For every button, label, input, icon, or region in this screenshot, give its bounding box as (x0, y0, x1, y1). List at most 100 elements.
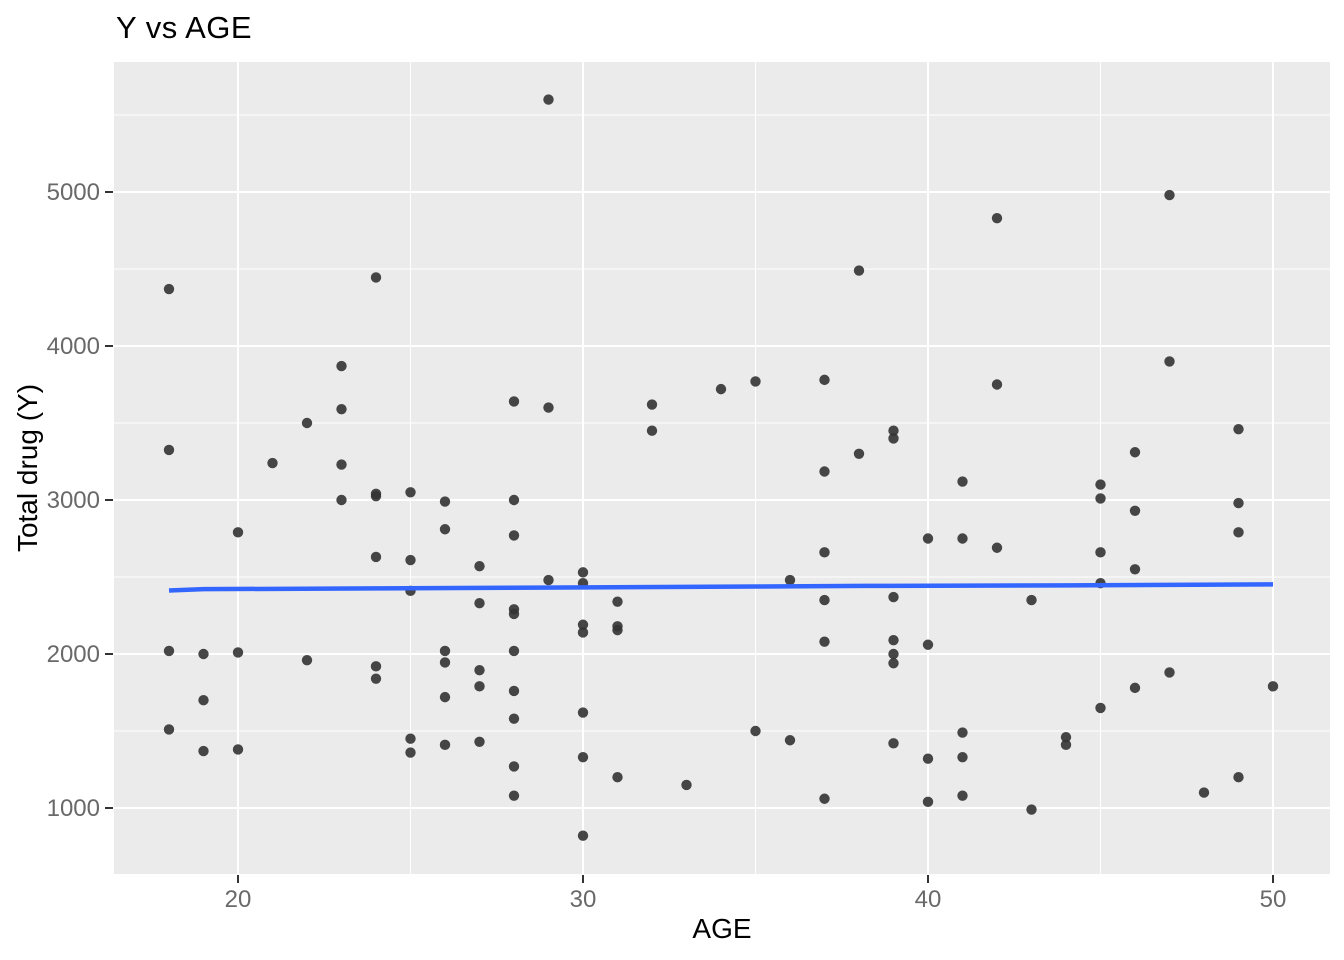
data-point (370, 551, 382, 563)
data-point (1129, 505, 1141, 516)
data-point (991, 542, 1003, 553)
data-point (853, 265, 865, 276)
y-tick-label: 5000 (47, 179, 100, 206)
data-point (508, 713, 520, 724)
data-point (1095, 547, 1106, 558)
data-point (646, 399, 658, 410)
data-point (232, 527, 244, 538)
data-point (646, 425, 658, 436)
data-point (888, 634, 899, 646)
data-point (301, 654, 313, 666)
data-point (957, 533, 968, 544)
data-point (405, 747, 416, 758)
data-point (957, 790, 968, 801)
data-point (508, 530, 520, 541)
data-point (543, 94, 554, 105)
x-tick-label: 20 (225, 886, 252, 913)
data-point (474, 664, 485, 676)
data-point (439, 739, 451, 751)
data-point (301, 417, 313, 429)
y-tick-label: 3000 (47, 487, 100, 514)
data-point (612, 596, 623, 607)
data-point (853, 448, 865, 459)
data-point (508, 790, 520, 801)
data-point (1233, 772, 1244, 783)
data-point (612, 624, 623, 636)
chart-title: Y vs AGE (116, 10, 253, 45)
data-point (336, 459, 347, 470)
data-point (543, 574, 554, 586)
data-point (508, 396, 520, 407)
data-point (888, 591, 899, 603)
data-point (336, 494, 347, 506)
y-tick-label: 4000 (47, 333, 100, 360)
data-point (508, 685, 520, 697)
y-axis-title: Total drug (Y) (12, 383, 43, 553)
data-point (1198, 787, 1210, 798)
data-point (474, 597, 485, 609)
x-tick-label: 50 (1260, 886, 1287, 913)
data-point (508, 761, 520, 772)
data-point (405, 487, 416, 498)
data-point (336, 360, 347, 372)
data-point (750, 725, 761, 737)
data-point (1233, 527, 1244, 538)
data-point (163, 645, 175, 657)
data-point (577, 751, 589, 763)
x-axis-title: AGE (692, 913, 752, 944)
data-point (1129, 682, 1141, 694)
data-point (784, 574, 796, 586)
data-point (577, 619, 589, 630)
data-point (922, 753, 934, 764)
data-point (543, 402, 554, 413)
data-point (1060, 731, 1072, 743)
data-point (957, 751, 968, 763)
data-point (819, 374, 830, 386)
data-point (888, 738, 899, 749)
data-point (819, 793, 830, 804)
data-point (267, 457, 278, 469)
data-point (577, 707, 589, 718)
data-point (991, 212, 1003, 224)
data-point (577, 830, 589, 841)
data-point (922, 639, 934, 650)
data-point (888, 658, 899, 669)
data-point (1233, 497, 1244, 509)
data-point (1026, 804, 1037, 815)
x-tick-label: 30 (570, 886, 597, 913)
data-point (405, 733, 416, 744)
data-point (1233, 423, 1244, 435)
data-point (370, 272, 382, 283)
data-point (439, 645, 451, 657)
data-point (819, 547, 830, 558)
data-point (336, 403, 347, 415)
data-point (1129, 447, 1141, 458)
data-point (819, 594, 830, 606)
data-point (232, 744, 244, 755)
data-point (508, 645, 520, 657)
data-point (957, 727, 968, 738)
data-point (1095, 493, 1106, 504)
data-point (439, 524, 451, 535)
x-tick-label: 40 (915, 886, 942, 913)
data-point (370, 661, 382, 672)
data-point (163, 444, 175, 456)
data-point (439, 496, 451, 507)
data-point (991, 379, 1003, 390)
data-point (370, 673, 382, 684)
data-point (474, 681, 485, 692)
y-tick-label: 2000 (47, 641, 100, 668)
data-point (577, 627, 589, 638)
data-point (508, 494, 520, 506)
data-point (1095, 479, 1106, 490)
data-point (1060, 739, 1072, 751)
data-point (681, 779, 692, 791)
data-point (508, 608, 520, 620)
data-point (819, 636, 830, 647)
data-point (163, 724, 175, 735)
data-point (370, 490, 382, 502)
data-point (1095, 702, 1106, 714)
data-point (888, 425, 899, 436)
